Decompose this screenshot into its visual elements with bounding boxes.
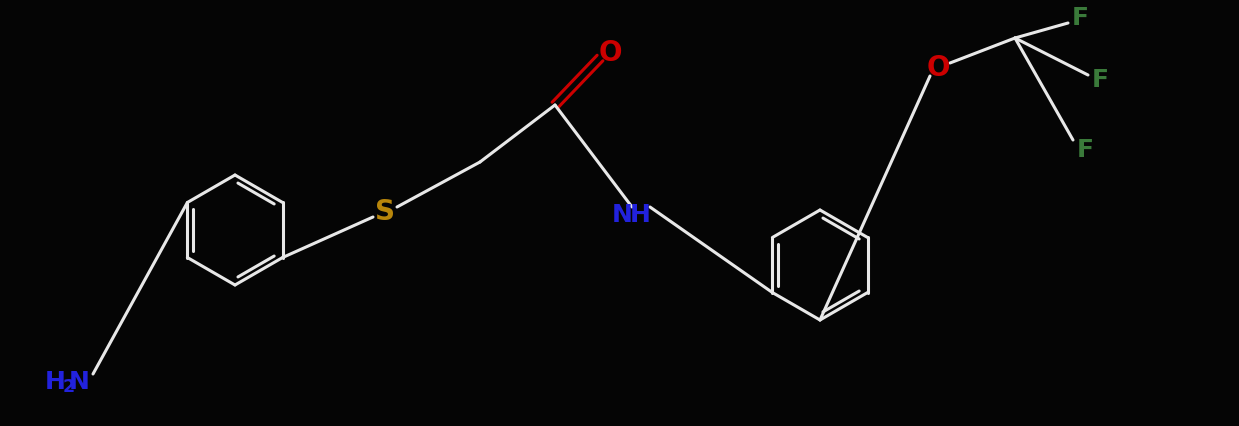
- Text: H: H: [629, 203, 650, 227]
- Text: 2: 2: [63, 378, 76, 396]
- Text: N: N: [612, 203, 632, 227]
- Text: S: S: [375, 198, 395, 226]
- Text: N: N: [68, 370, 89, 394]
- Text: F: F: [1092, 68, 1109, 92]
- Text: O: O: [927, 54, 950, 82]
- Text: O: O: [598, 39, 622, 67]
- Text: F: F: [1072, 6, 1089, 30]
- Text: H: H: [45, 370, 66, 394]
- Text: F: F: [1077, 138, 1094, 162]
